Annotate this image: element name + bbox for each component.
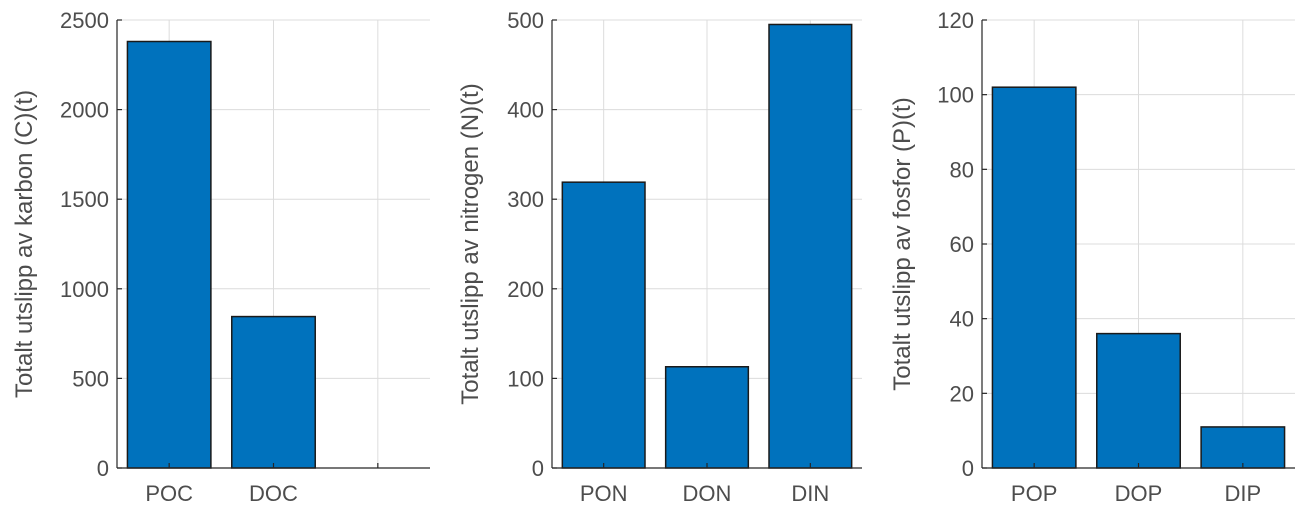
nitrogen-bar-pon [561,181,646,469]
carbon-y-axis-label: Totalt utslipp av karbon (C)(t) [11,90,38,398]
nitrogen-xtick-label-2: DIN [791,481,829,506]
nitrogen-ytick-label-1: 100 [507,366,544,391]
phosphorus-chart: 0 20 40 60 80 100 120 POP DOP DIP Totalt utslipp a… [889,8,1295,506]
nitrogen-xtick-label-0: PON [580,481,628,506]
carbon-bar-poc [126,40,212,469]
carbon-bar-doc [231,315,316,469]
phosphorus-bar-dop [1096,332,1181,469]
carbon-chart: 0 500 1000 1500 2000 2500 POC DOC Totalt utslipp… [11,8,430,506]
phosphorus-xtick-label-0: POP [1011,481,1057,506]
nitrogen-ytick-label-0: 0 [532,456,544,481]
phosphorus-bar-pop [991,86,1077,469]
carbon-ytick-label-1: 500 [72,366,109,391]
phosphorus-xtick-label-2: DIP [1224,481,1261,506]
nitrogen-ytick-label-2: 200 [507,277,544,302]
carbon-ytick-label-4: 2000 [60,98,109,123]
phosphorus-ytick-label-1: 20 [950,381,974,406]
nitrogen-ytick-label-3: 300 [507,187,544,212]
nitrogen-y-axis-label: Totalt utslipp av nitrogen (N)(t) [457,83,484,404]
phosphorus-ytick-label-5: 100 [937,83,974,108]
carbon-ytick-label-3: 1500 [60,187,109,212]
carbon-xtick-label-0: POC [145,481,193,506]
nitrogen-ytick-label-5: 500 [507,8,544,33]
nitrogen-bar-din [768,23,853,469]
nitrogen-ytick-label-4: 400 [507,98,544,123]
carbon-ytick-label-2: 1000 [60,277,109,302]
nitrogen-chart: 0 100 200 300 400 500 PON DON DIN Totalt utslipp … [457,8,862,506]
phosphorus-xtick-label-1: DOP [1115,481,1163,506]
phosphorus-ytick-label-4: 80 [950,157,974,182]
phosphorus-ytick-label-0: 0 [962,456,974,481]
carbon-ytick-label-5: 2500 [60,8,109,33]
phosphorus-ytick-label-3: 60 [950,232,974,257]
nitrogen-xtick-label-1: DON [683,481,732,506]
carbon-ytick-label-0: 0 [97,456,109,481]
phosphorus-y-axis-label: Totalt utslipp av fosfor (P)(t) [889,97,916,390]
nitrogen-bar-don [664,366,750,469]
phosphorus-ytick-label-2: 40 [950,307,974,332]
phosphorus-ytick-label-6: 120 [937,8,974,33]
carbon-xtick-label-1: DOC [249,481,298,506]
phosphorus-bar-dip [1200,426,1286,469]
